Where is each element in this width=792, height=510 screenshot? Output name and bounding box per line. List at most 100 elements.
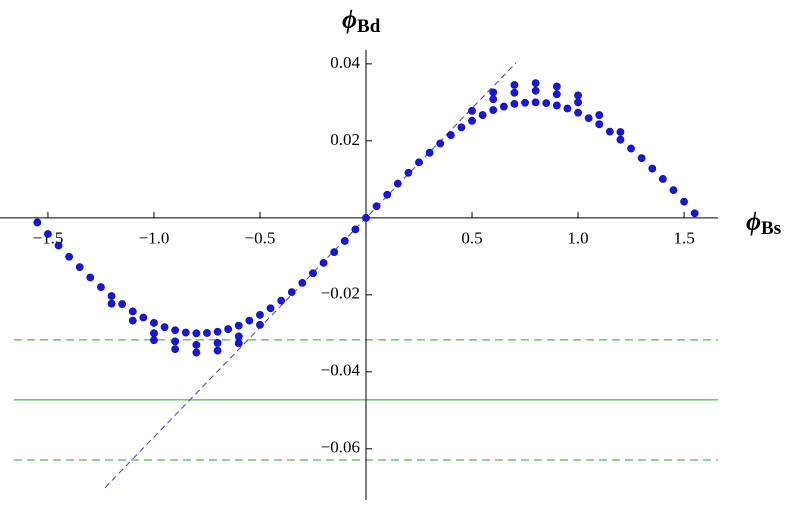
point — [192, 340, 201, 349]
point — [637, 154, 646, 163]
point — [97, 283, 105, 292]
point — [150, 319, 158, 327]
point — [648, 164, 657, 173]
point — [319, 258, 328, 267]
point — [616, 128, 625, 136]
point — [574, 108, 582, 117]
point — [192, 348, 201, 357]
y-tick-label: −0.02 — [321, 284, 360, 303]
point — [574, 98, 582, 107]
point — [425, 148, 434, 157]
point — [468, 106, 476, 115]
point — [669, 186, 678, 195]
point — [234, 332, 243, 341]
point — [616, 135, 625, 144]
point — [340, 237, 349, 245]
point — [160, 323, 169, 332]
point — [393, 179, 402, 188]
x-tick-label: 1.0 — [567, 229, 588, 248]
point — [287, 288, 296, 297]
point — [128, 316, 137, 325]
point — [351, 225, 360, 234]
point — [415, 158, 423, 167]
y-tick-label: 0.02 — [330, 130, 360, 149]
point — [234, 339, 243, 348]
point — [86, 273, 95, 282]
x-tick-label: −0.5 — [245, 229, 276, 248]
point — [436, 139, 445, 148]
point — [552, 90, 561, 99]
x-tick-label: 1.5 — [673, 229, 694, 248]
point — [510, 99, 519, 108]
point — [531, 86, 540, 95]
point — [65, 252, 74, 261]
point — [171, 345, 180, 354]
point — [44, 230, 52, 238]
point — [181, 328, 190, 337]
y-axis-label: ϕBd — [342, 5, 381, 37]
y-tick-label: −0.04 — [321, 361, 361, 380]
point — [383, 190, 392, 199]
point — [256, 310, 264, 319]
point — [531, 79, 540, 88]
point — [372, 202, 381, 211]
point — [150, 336, 158, 345]
point — [213, 327, 222, 336]
point — [510, 81, 519, 89]
point — [330, 248, 339, 256]
point — [478, 111, 487, 119]
point — [404, 168, 413, 177]
y-tick-label: 0.04 — [330, 53, 360, 72]
point — [33, 218, 42, 227]
point — [542, 99, 551, 108]
point — [107, 299, 116, 308]
point — [75, 263, 84, 272]
point — [595, 111, 604, 119]
y-tick-label: −0.06 — [321, 438, 360, 457]
point — [510, 88, 519, 97]
point — [627, 144, 635, 153]
point — [107, 292, 116, 300]
point — [563, 104, 572, 113]
point — [489, 88, 498, 97]
point — [203, 329, 211, 337]
point — [362, 213, 370, 222]
point — [150, 329, 158, 338]
point — [457, 123, 466, 132]
point — [245, 316, 254, 325]
point — [309, 269, 317, 278]
point — [256, 320, 264, 329]
point — [171, 337, 180, 346]
point — [213, 339, 222, 347]
point — [468, 116, 476, 125]
point — [690, 209, 699, 218]
point — [128, 307, 137, 316]
point — [54, 241, 63, 250]
point — [224, 325, 233, 333]
point — [552, 101, 561, 110]
point — [446, 131, 455, 139]
point — [584, 114, 593, 123]
point — [574, 91, 582, 100]
point — [531, 98, 540, 107]
point — [680, 197, 688, 206]
point — [658, 175, 667, 183]
x-tick-label: 0.5 — [461, 229, 482, 248]
point — [605, 127, 614, 136]
point — [234, 321, 243, 330]
x-tick-label: −1.0 — [139, 229, 170, 248]
point — [192, 329, 201, 338]
x-axis-label: ϕBs — [746, 207, 781, 239]
point — [171, 326, 180, 335]
point — [139, 313, 148, 322]
point — [213, 346, 222, 355]
point — [298, 278, 307, 287]
point — [277, 296, 286, 305]
point — [521, 98, 529, 107]
point — [499, 102, 508, 111]
point — [266, 304, 275, 313]
point — [118, 300, 127, 308]
point — [595, 120, 604, 129]
point — [489, 95, 498, 104]
